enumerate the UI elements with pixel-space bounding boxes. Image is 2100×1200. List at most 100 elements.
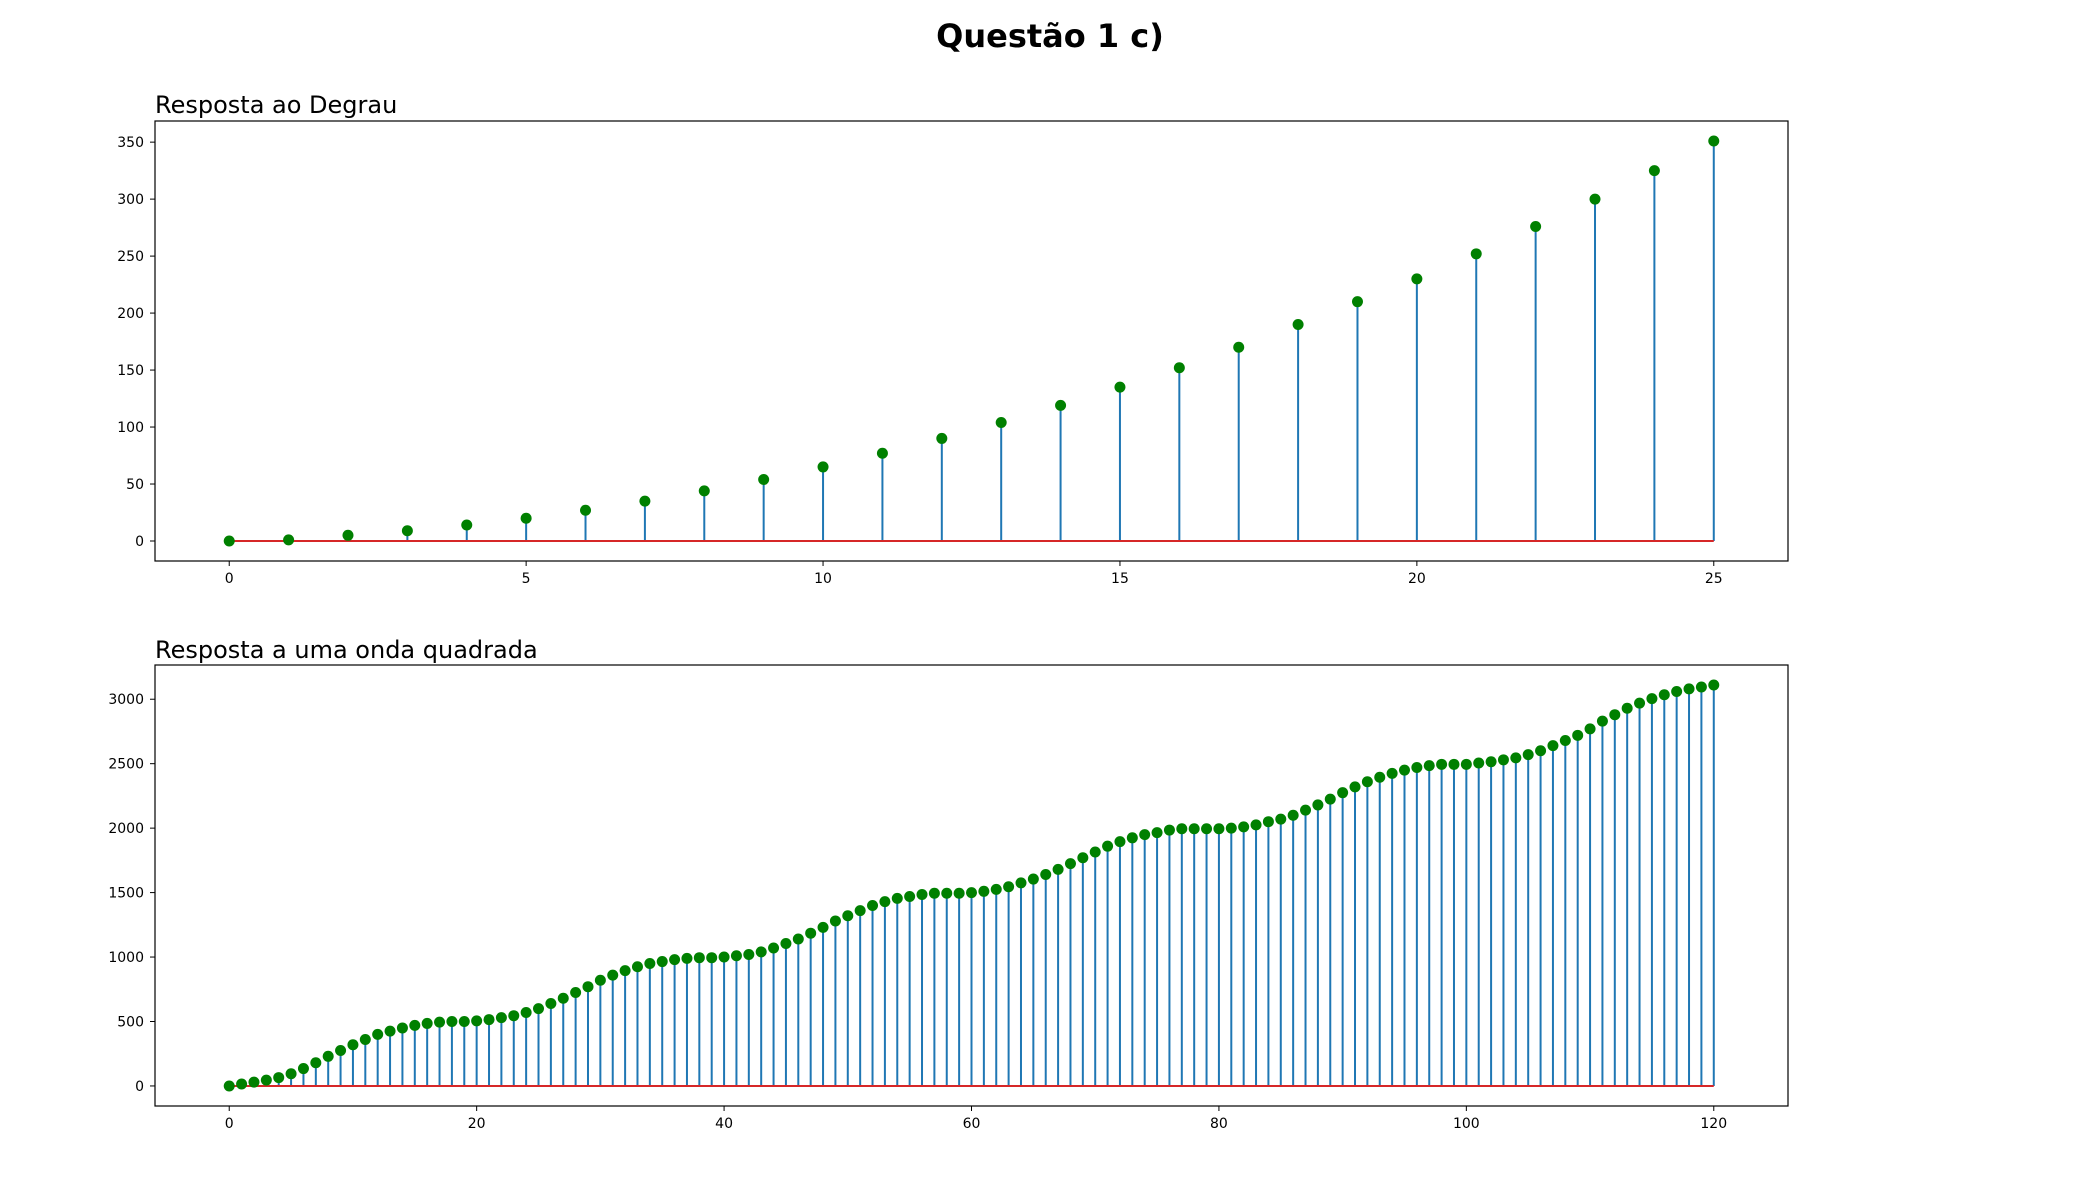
square-stem-marker <box>1238 821 1250 833</box>
step-stem-marker <box>639 495 651 507</box>
step-stem-marker <box>401 525 413 537</box>
square-stem-marker <box>1201 823 1213 835</box>
square-y-tick-label: 0 <box>135 1079 144 1095</box>
step-stem-marker <box>817 461 829 473</box>
square-y-tick-label: 1000 <box>108 950 144 966</box>
square-stem-marker <box>1361 776 1373 788</box>
square-stem-marker <box>372 1028 384 1040</box>
square-stem-marker <box>990 883 1002 895</box>
step-y-tick-label: 250 <box>117 249 144 265</box>
step-x-tick-label: 5 <box>522 571 531 587</box>
square-stem-marker <box>359 1034 371 1046</box>
square-stem-marker <box>297 1063 309 1075</box>
square-stem-marker <box>1275 813 1287 825</box>
square-stem-marker <box>829 915 841 927</box>
square-stem-marker <box>223 1080 235 1092</box>
step-stem-marker <box>283 534 295 546</box>
square-stem-marker <box>669 954 681 966</box>
square-y-tick-label: 500 <box>117 1014 144 1030</box>
square-stem-marker <box>1510 752 1522 764</box>
square-stem-marker <box>1213 823 1225 835</box>
step-stem-marker <box>936 432 948 444</box>
square-x-tick-label: 60 <box>963 1116 981 1132</box>
square-stem-marker <box>1300 804 1312 816</box>
square-wave-response-ticks: 0 20 40 60 80 100 120 0 500 1000 1500 2000 2500 3000 <box>108 692 1727 1132</box>
step-stem-marker <box>995 416 1007 428</box>
square-stem-marker <box>1411 762 1423 774</box>
square-stem-marker <box>904 890 916 902</box>
square-stem-marker <box>1089 846 1101 858</box>
square-stem-marker <box>1349 781 1361 793</box>
square-stem-marker <box>644 957 656 969</box>
square-stem-marker <box>1559 734 1571 746</box>
square-stem-marker <box>1683 683 1695 695</box>
square-stem-marker <box>1176 823 1188 835</box>
square-stem-marker <box>1003 881 1015 893</box>
step-y-tick-label: 350 <box>117 135 144 151</box>
square-stem-marker <box>768 942 780 954</box>
square-stem-marker <box>1572 729 1584 741</box>
square-stem-marker <box>1077 852 1089 864</box>
square-stem-marker <box>1114 836 1126 848</box>
square-stem-marker <box>1460 758 1472 770</box>
step-x-tick-label: 20 <box>1408 571 1426 587</box>
step-y-tick-label: 0 <box>135 534 144 550</box>
step-stem-marker <box>520 512 532 524</box>
step-y-tick-label: 150 <box>117 363 144 379</box>
square-stem-marker <box>1163 824 1175 836</box>
square-stem-marker <box>508 1010 520 1022</box>
step-stem-marker <box>876 447 888 459</box>
square-stem-marker <box>718 951 730 963</box>
square-stem-marker <box>1398 764 1410 776</box>
step-stem-marker <box>1055 399 1067 411</box>
square-stem-marker <box>916 889 928 901</box>
square-stem-marker <box>953 887 965 899</box>
step-stem-marker <box>1470 248 1482 260</box>
square-stem-marker <box>1485 756 1497 768</box>
square-stem-marker <box>1139 829 1151 841</box>
square-stem-marker <box>1658 689 1670 701</box>
square-stem-marker <box>483 1014 495 1026</box>
step-y-tick-label: 50 <box>126 477 144 493</box>
square-stem-marker <box>533 1003 545 1015</box>
square-stem-marker <box>978 885 990 897</box>
square-stem-marker <box>1584 723 1596 735</box>
square-stem-marker <box>1225 822 1237 834</box>
step-stem-marker <box>580 504 592 516</box>
square-stem-marker <box>322 1050 334 1062</box>
step-x-tick-label: 0 <box>225 571 234 587</box>
square-stem-marker <box>1634 697 1646 709</box>
square-stem-marker <box>1027 873 1039 885</box>
square-x-tick-label: 40 <box>715 1116 733 1132</box>
square-stem-marker <box>1547 740 1559 752</box>
square-stem-marker <box>347 1039 359 1051</box>
square-stem-marker <box>780 938 792 950</box>
square-stem-marker <box>310 1057 322 1069</box>
square-stem-marker <box>582 981 594 993</box>
step-stem-marker <box>1648 165 1660 177</box>
step-x-tick-label: 10 <box>814 571 832 587</box>
square-stem-marker <box>1695 681 1707 693</box>
square-stem-marker <box>1262 816 1274 828</box>
square-stem-marker <box>681 952 693 964</box>
square-x-tick-label: 80 <box>1210 1116 1228 1132</box>
square-stem-marker <box>842 910 854 922</box>
square-x-tick-label: 120 <box>1700 1116 1727 1132</box>
step-stem-marker <box>1351 296 1363 308</box>
square-stem-marker <box>1064 858 1076 870</box>
step-response-marks <box>223 135 1720 547</box>
square-stem-marker <box>1374 771 1386 783</box>
square-stem-marker <box>706 952 718 964</box>
square-stem-marker <box>619 965 631 977</box>
square-stem-marker <box>1621 702 1633 714</box>
square-stem-marker <box>817 921 829 933</box>
square-y-tick-label: 2500 <box>108 757 144 773</box>
step-stem-marker <box>758 473 770 485</box>
step-x-tick-label: 25 <box>1705 571 1723 587</box>
square-stem-marker <box>1188 823 1200 835</box>
square-wave-response-axes: Resposta a uma onda quadrada 0 20 40 60 80 10… <box>108 636 1789 1132</box>
square-stem-marker <box>248 1076 260 1088</box>
square-y-tick-label: 1500 <box>108 886 144 902</box>
step-y-tick-label: 300 <box>117 192 144 208</box>
